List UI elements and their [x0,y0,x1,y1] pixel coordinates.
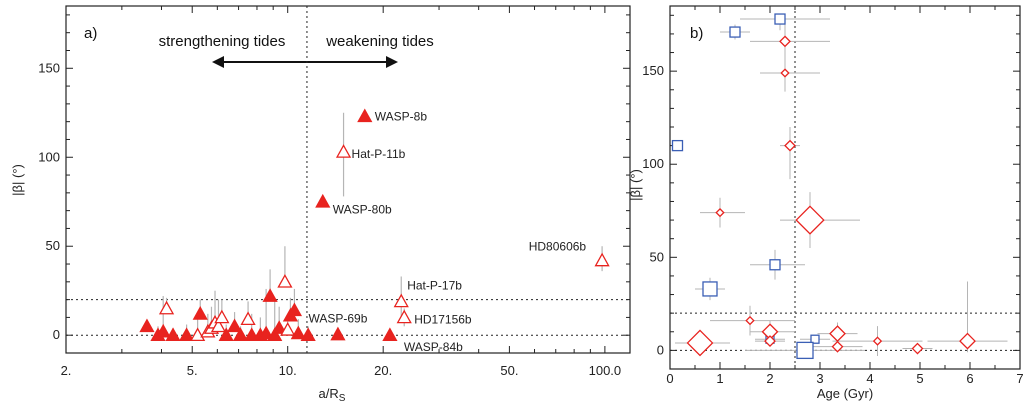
panel-a-y-axis-label: |β| (°) [10,164,25,196]
data-point-diamond [779,35,791,48]
y-tick-label: 150 [38,60,60,75]
data-point-triangle [158,300,175,315]
data-point-diamond [764,335,776,347]
data-point-triangle [218,327,234,342]
panel-a-ticks: 2. 5. 10. 20. 50. 100.0 0 50 100 150 [38,6,630,378]
data-point-diamond [872,336,883,346]
panel-b-label: b) [690,25,703,42]
data-point-triangle [232,327,249,342]
data-point-triangle [240,311,256,326]
data-point-square [702,281,718,297]
data-point-diamond [784,139,796,152]
panel-b-points [671,13,976,360]
data-point-square [774,13,786,25]
tide-direction-arrow [212,56,398,68]
data-point-triangle [139,318,155,333]
panel-b: b) 0 1 2 3 4 5 6 7 0 50 100 150 Age (Gyr) |β| (°) [628,5,1024,401]
data-point-triangle [210,318,227,333]
data-point-diamond [715,207,725,218]
data-point-square [769,259,781,271]
data-point-square [796,341,814,360]
planet-label: WASP-84b [404,340,463,354]
planet-label: WASP-69b [308,311,367,325]
data-point-triangle [155,323,171,338]
x-tick-label: 10. [279,363,297,378]
planet-point-wasp-69b [330,326,346,341]
data-point-triangle [300,327,316,342]
data-point-diamond [780,68,790,78]
data-point-triangle [280,322,296,336]
data-point-triangle [226,318,243,333]
x-tick-label: 6 [966,371,973,386]
region-label-strengthening: strengthening tides [159,33,286,50]
data-point-diamond [959,332,976,350]
planet-point-hat-p-11b [335,144,352,158]
y-tick-label: 150 [642,63,664,78]
y-tick-label: 0 [657,342,664,357]
planet-label: HD17156b [414,312,472,326]
data-point-triangle [214,309,230,324]
planet-label: Hat-P-17b [407,278,462,292]
data-point-diamond [795,205,825,235]
planet-point-hd80606b [594,252,610,267]
panel-a: a) strengthening tides weakening tides 2… [10,5,631,404]
x-tick-label: 0 [666,371,673,386]
x-tick-label: 20. [374,363,392,378]
panel-a-label: a) [84,25,97,42]
region-label-weakening: weakening tides [325,33,434,50]
panel-a-frame [65,5,631,354]
data-point-diamond [745,315,755,326]
y-tick-label: 100 [38,149,60,164]
x-tick-label: 3 [816,371,823,386]
panel-b-x-axis-label: Age (Gyr) [817,386,873,401]
x-tick-label: 2 [766,371,773,386]
data-point-triangle [267,327,283,342]
y-tick-label: 50 [46,238,60,253]
x-tick-label: 100.0 [589,363,622,378]
x-tick-label: 1 [716,371,723,386]
data-point-diamond [829,325,846,343]
data-point-triangle [277,273,293,288]
x-tick-label: 2. [61,363,72,378]
y-tick-label: 100 [642,156,664,171]
planet-label: Hat-P-11b [352,147,406,161]
panel-a-reference-lines [66,6,630,353]
data-point-triangle [192,306,208,320]
data-point-triangle [165,327,181,342]
panel-a-points [139,108,610,342]
planet-point-hat-p-17b [393,293,409,308]
planet-point-wasp-80b [315,193,331,208]
data-point-triangle [271,320,287,334]
planet-point-wasp-84b [382,327,398,342]
data-point-diamond [911,342,924,355]
data-point-triangle [262,288,278,302]
x-tick-label: 5 [916,371,923,386]
planet-label: WASP-80b [333,203,392,217]
panel-a-x-axis-label: a/RS [319,386,346,404]
panel-b-ticks: 0 1 2 3 4 5 6 7 0 50 100 150 [642,6,1024,386]
data-point-triangle [178,327,195,342]
planet-label: HD80606b [529,239,587,253]
y-tick-label: 50 [650,249,664,264]
data-point-triangle [290,325,306,340]
planet-label: WASP-8b [375,109,428,123]
data-point-square [729,26,741,38]
panel-b-error-bars [672,15,1008,356]
panel-a-annotations: WASP-8b Hat-P-11b WASP-80b HD80606b Hat-P-17… [308,109,586,354]
panel-b-y-axis-label: |β| (°) [628,169,643,201]
data-point-diamond [686,329,714,357]
data-point-triangle [258,325,274,340]
data-point-triangle [286,302,303,317]
data-point-square [810,334,820,344]
x-tick-label: 7 [1016,371,1023,386]
y-tick-label: 0 [53,327,60,342]
x-tick-label: 4 [866,371,873,386]
x-tick-label: 5. [187,363,198,378]
x-tick-label: 50. [500,363,518,378]
data-point-diamond [831,340,844,353]
data-point-square [671,139,684,152]
planet-point-hd17156b [396,309,412,324]
planet-point-wasp-8b [357,108,373,123]
